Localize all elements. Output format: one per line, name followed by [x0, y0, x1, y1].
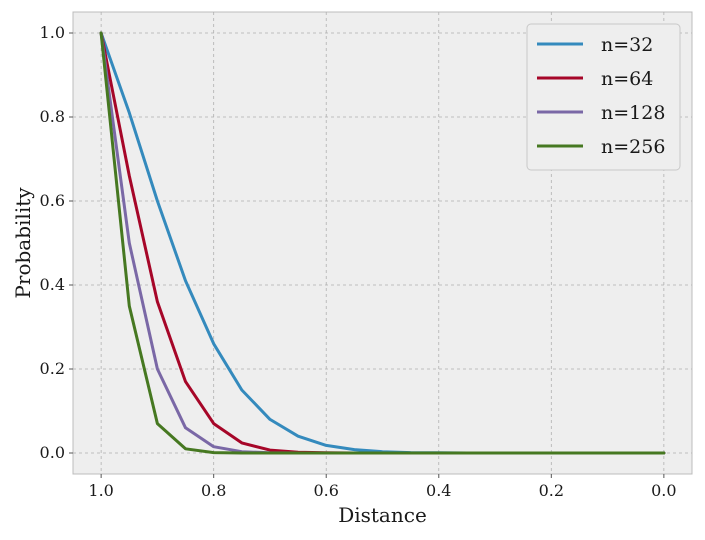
- x-axis: 1.0 0.8 0.6 0.4 0.2 0.0: [88, 474, 677, 500]
- x-axis-label: Distance: [338, 503, 427, 527]
- x-tick-label: 1.0: [88, 481, 113, 500]
- series-lines: [99, 31, 666, 455]
- legend: n=32 n=64 n=128 n=256: [526, 23, 681, 171]
- y-tick-label: 1.0: [40, 23, 65, 42]
- legend-label: n=256: [601, 136, 665, 158]
- x-tick-label: 0.4: [426, 481, 451, 500]
- y-tick-label: 0.2: [40, 359, 65, 378]
- legend-label: n=32: [601, 34, 653, 56]
- legend-label: n=128: [601, 102, 665, 124]
- y-tick-label: 0.0: [40, 443, 65, 462]
- y-axis: 0.0 0.2 0.4 0.6 0.8 1.0: [40, 23, 73, 462]
- y-axis-label: Probability: [11, 187, 35, 299]
- grid: [73, 12, 692, 474]
- x-tick-label: 0.6: [314, 481, 339, 500]
- legend-label: n=64: [601, 68, 653, 90]
- legend-box: [526, 23, 681, 171]
- series-line-3: [99, 31, 666, 455]
- y-tick-label: 0.4: [40, 275, 65, 294]
- y-tick-label: 0.6: [40, 191, 65, 210]
- x-tick-label: 0.8: [201, 481, 226, 500]
- x-tick-label: 0.2: [539, 481, 564, 500]
- x-tick-label: 0.0: [651, 481, 676, 500]
- y-tick-label: 0.8: [40, 107, 65, 126]
